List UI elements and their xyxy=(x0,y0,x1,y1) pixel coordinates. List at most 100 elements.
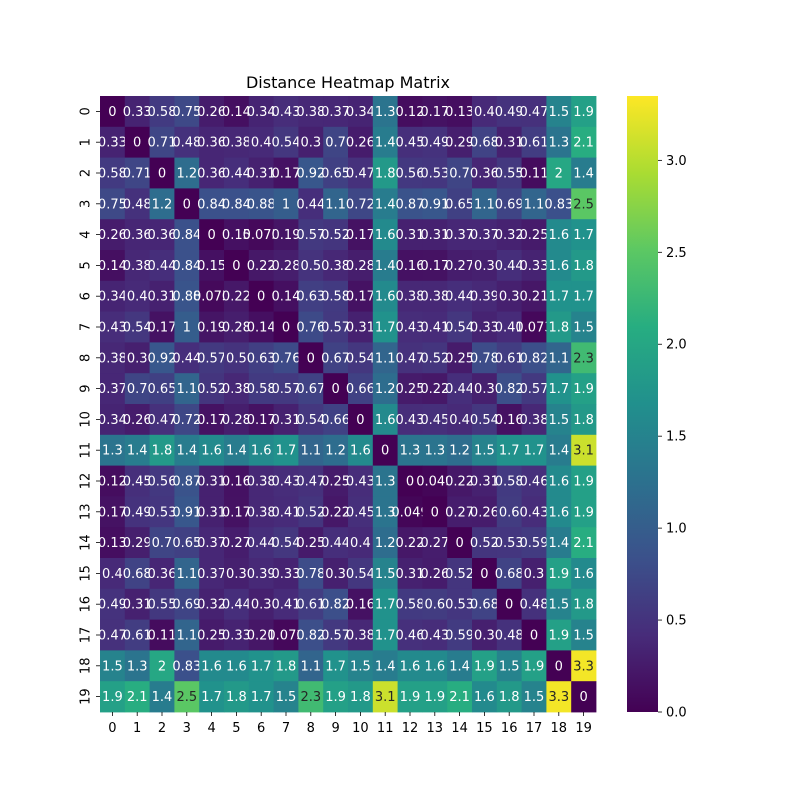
cell-value-label: 1.5 xyxy=(350,659,371,674)
heatmap-cell xyxy=(348,681,374,713)
heatmap-cell xyxy=(372,157,398,189)
cell-value-label: 0.82 xyxy=(296,629,325,644)
cell-value-label: 0.44 xyxy=(172,351,201,366)
heatmap-cell xyxy=(447,404,473,436)
cell-value-label: 0.14 xyxy=(222,105,251,120)
heatmap-cell xyxy=(571,342,597,374)
cell-value-label: 0.25 xyxy=(520,228,549,243)
heatmap-cell xyxy=(422,342,448,374)
cell-value-label: 0.33 xyxy=(520,259,549,274)
heatmap-cell xyxy=(521,404,547,436)
heatmap-cell xyxy=(571,157,597,189)
cell-value-label: 0.049 xyxy=(391,505,428,520)
cell-value-label: 0.38 xyxy=(396,290,425,305)
cell-value-label: 1.3 xyxy=(375,475,396,490)
heatmap-cell xyxy=(348,373,374,405)
heatmap-cell xyxy=(224,311,250,343)
heatmap-cell xyxy=(546,558,572,590)
cell-value-label: 0 xyxy=(331,382,339,397)
heatmap-cell xyxy=(521,96,547,128)
heatmap-cell xyxy=(199,434,225,466)
heatmap-cell xyxy=(496,650,522,682)
cell-value-label: 1.9 xyxy=(573,475,594,490)
heatmap-cell xyxy=(174,588,200,620)
y-tick-label: 13 xyxy=(79,504,94,521)
cell-value-label: 0.82 xyxy=(520,351,549,366)
cell-value-label: 0.31 xyxy=(272,413,301,428)
cell-value-label: 0.17 xyxy=(222,505,251,520)
cell-value-label: 0.49 xyxy=(495,105,524,120)
heatmap-cell xyxy=(323,434,349,466)
cell-value-label: 1.8 xyxy=(276,659,297,674)
cell-value-label: 1.8 xyxy=(548,321,569,336)
heatmap-cell xyxy=(199,650,225,682)
heatmap-cell xyxy=(496,311,522,343)
heatmap-cell xyxy=(174,373,200,405)
heatmap-cell xyxy=(447,373,473,405)
heatmap-cell xyxy=(199,527,225,559)
cell-value-label: 0.65 xyxy=(321,167,350,182)
cell-value-label: 0.3 xyxy=(226,567,247,582)
cell-value-label: 0.33 xyxy=(470,321,499,336)
heatmap-cell xyxy=(397,465,423,497)
cell-value-label: 3.1 xyxy=(375,690,396,705)
heatmap-cell xyxy=(323,311,349,343)
heatmap-cell xyxy=(447,219,473,251)
cell-value-label: 0.59 xyxy=(445,629,474,644)
heatmap-cell xyxy=(149,465,175,497)
cell-value-label: 1.7 xyxy=(276,444,297,459)
heatmap-cell xyxy=(273,496,299,528)
cell-value-label: 1.3 xyxy=(424,444,445,459)
cell-value-label: 0.22 xyxy=(321,505,350,520)
heatmap-cell xyxy=(496,188,522,220)
cell-value-label: 0.36 xyxy=(197,167,226,182)
heatmap-cell xyxy=(348,280,374,312)
cell-value-label: 0.16 xyxy=(222,475,251,490)
cell-value-label: 1.2 xyxy=(325,444,346,459)
heatmap-cell xyxy=(224,250,250,282)
heatmap-cell xyxy=(372,96,398,128)
heatmap-cell xyxy=(422,280,448,312)
heatmap-cell xyxy=(323,404,349,436)
heatmap-cell xyxy=(422,219,448,251)
cell-value-label: 0.3 xyxy=(474,382,495,397)
cell-value-label: 0.41 xyxy=(272,598,301,613)
x-tick-label: 19 xyxy=(575,721,592,736)
cell-value-label: 0.67 xyxy=(296,382,325,397)
heatmap-cell xyxy=(521,619,547,651)
x-tick-label: 6 xyxy=(257,721,265,736)
heatmap-cell xyxy=(472,650,498,682)
cell-value-label: 2 xyxy=(555,167,563,182)
cell-value-label: 3.3 xyxy=(573,659,594,674)
cell-value-label: 1.4 xyxy=(375,259,396,274)
cell-value-label: 0.45 xyxy=(346,505,375,520)
heatmap-cell xyxy=(472,681,498,713)
heatmap-cell xyxy=(571,650,597,682)
heatmap-cell xyxy=(496,681,522,713)
cell-value-label: 0.88 xyxy=(247,197,276,212)
heatmap-cell xyxy=(372,373,398,405)
cell-value-label: 0.82 xyxy=(495,382,524,397)
cell-value-label: 0.44 xyxy=(222,167,251,182)
cell-value-label: 0.54 xyxy=(346,567,375,582)
x-tick-label: 13 xyxy=(427,721,444,736)
x-tick-label: 4 xyxy=(207,721,215,736)
heatmap-cell xyxy=(397,157,423,189)
cell-value-label: 0 xyxy=(530,629,538,644)
heatmap-cell xyxy=(397,681,423,713)
cell-value-label: 2.3 xyxy=(573,351,594,366)
cell-value-label: 1.3 xyxy=(102,444,123,459)
cell-value-label: 0.14 xyxy=(272,290,301,305)
heatmap-cell xyxy=(323,280,349,312)
heatmap-cell xyxy=(496,619,522,651)
heatmap-cell xyxy=(447,96,473,128)
cell-value-label: 1.8 xyxy=(499,690,520,705)
heatmap-cell xyxy=(199,311,225,343)
heatmap-cell xyxy=(447,157,473,189)
cell-value-label: 0.57 xyxy=(272,382,301,397)
heatmap-cell xyxy=(149,219,175,251)
cell-value-label: 1.6 xyxy=(251,444,272,459)
cell-value-label: 0.31 xyxy=(148,290,177,305)
y-tick-label: 18 xyxy=(79,658,94,675)
heatmap-cell xyxy=(273,650,299,682)
